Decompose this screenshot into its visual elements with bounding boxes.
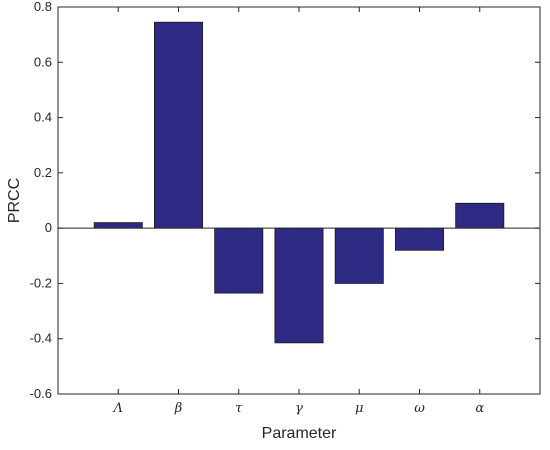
y-tick-label: -0.4 — [30, 331, 52, 346]
x-tick-label: τ — [235, 401, 243, 416]
y-tick-label: 0.6 — [34, 54, 52, 69]
bar-2 — [153, 21, 203, 229]
y-tick-label: 0 — [45, 220, 52, 235]
bar-4 — [274, 227, 324, 344]
bar-6 — [394, 227, 444, 251]
y-tick-label: -0.2 — [30, 275, 52, 290]
y-tick-label: 0.4 — [34, 110, 52, 125]
bar-7 — [455, 202, 505, 229]
bars-layer — [93, 21, 505, 344]
y-tick-label: 0.2 — [34, 165, 52, 180]
y-tick-label: 0.8 — [34, 0, 52, 14]
x-tick-label: γ — [295, 401, 303, 416]
bar-1 — [93, 222, 143, 229]
y-tick-label: -0.6 — [30, 386, 52, 401]
x-axis-title: Parameter — [262, 425, 337, 442]
x-tick-label: Λ — [113, 401, 123, 416]
y-axis-title: PRCC — [6, 178, 23, 223]
x-tick-label: μ — [355, 401, 363, 416]
x-tick-label: ω — [414, 401, 425, 416]
x-tick-label: α — [475, 401, 484, 416]
x-tick-label: β — [174, 401, 183, 416]
y-axis-ticks: -0.6 -0.4 -0.2 0 0.2 0.4 0.6 0.8 — [30, 0, 540, 401]
bar-5 — [334, 227, 384, 284]
bar-3 — [214, 227, 264, 294]
